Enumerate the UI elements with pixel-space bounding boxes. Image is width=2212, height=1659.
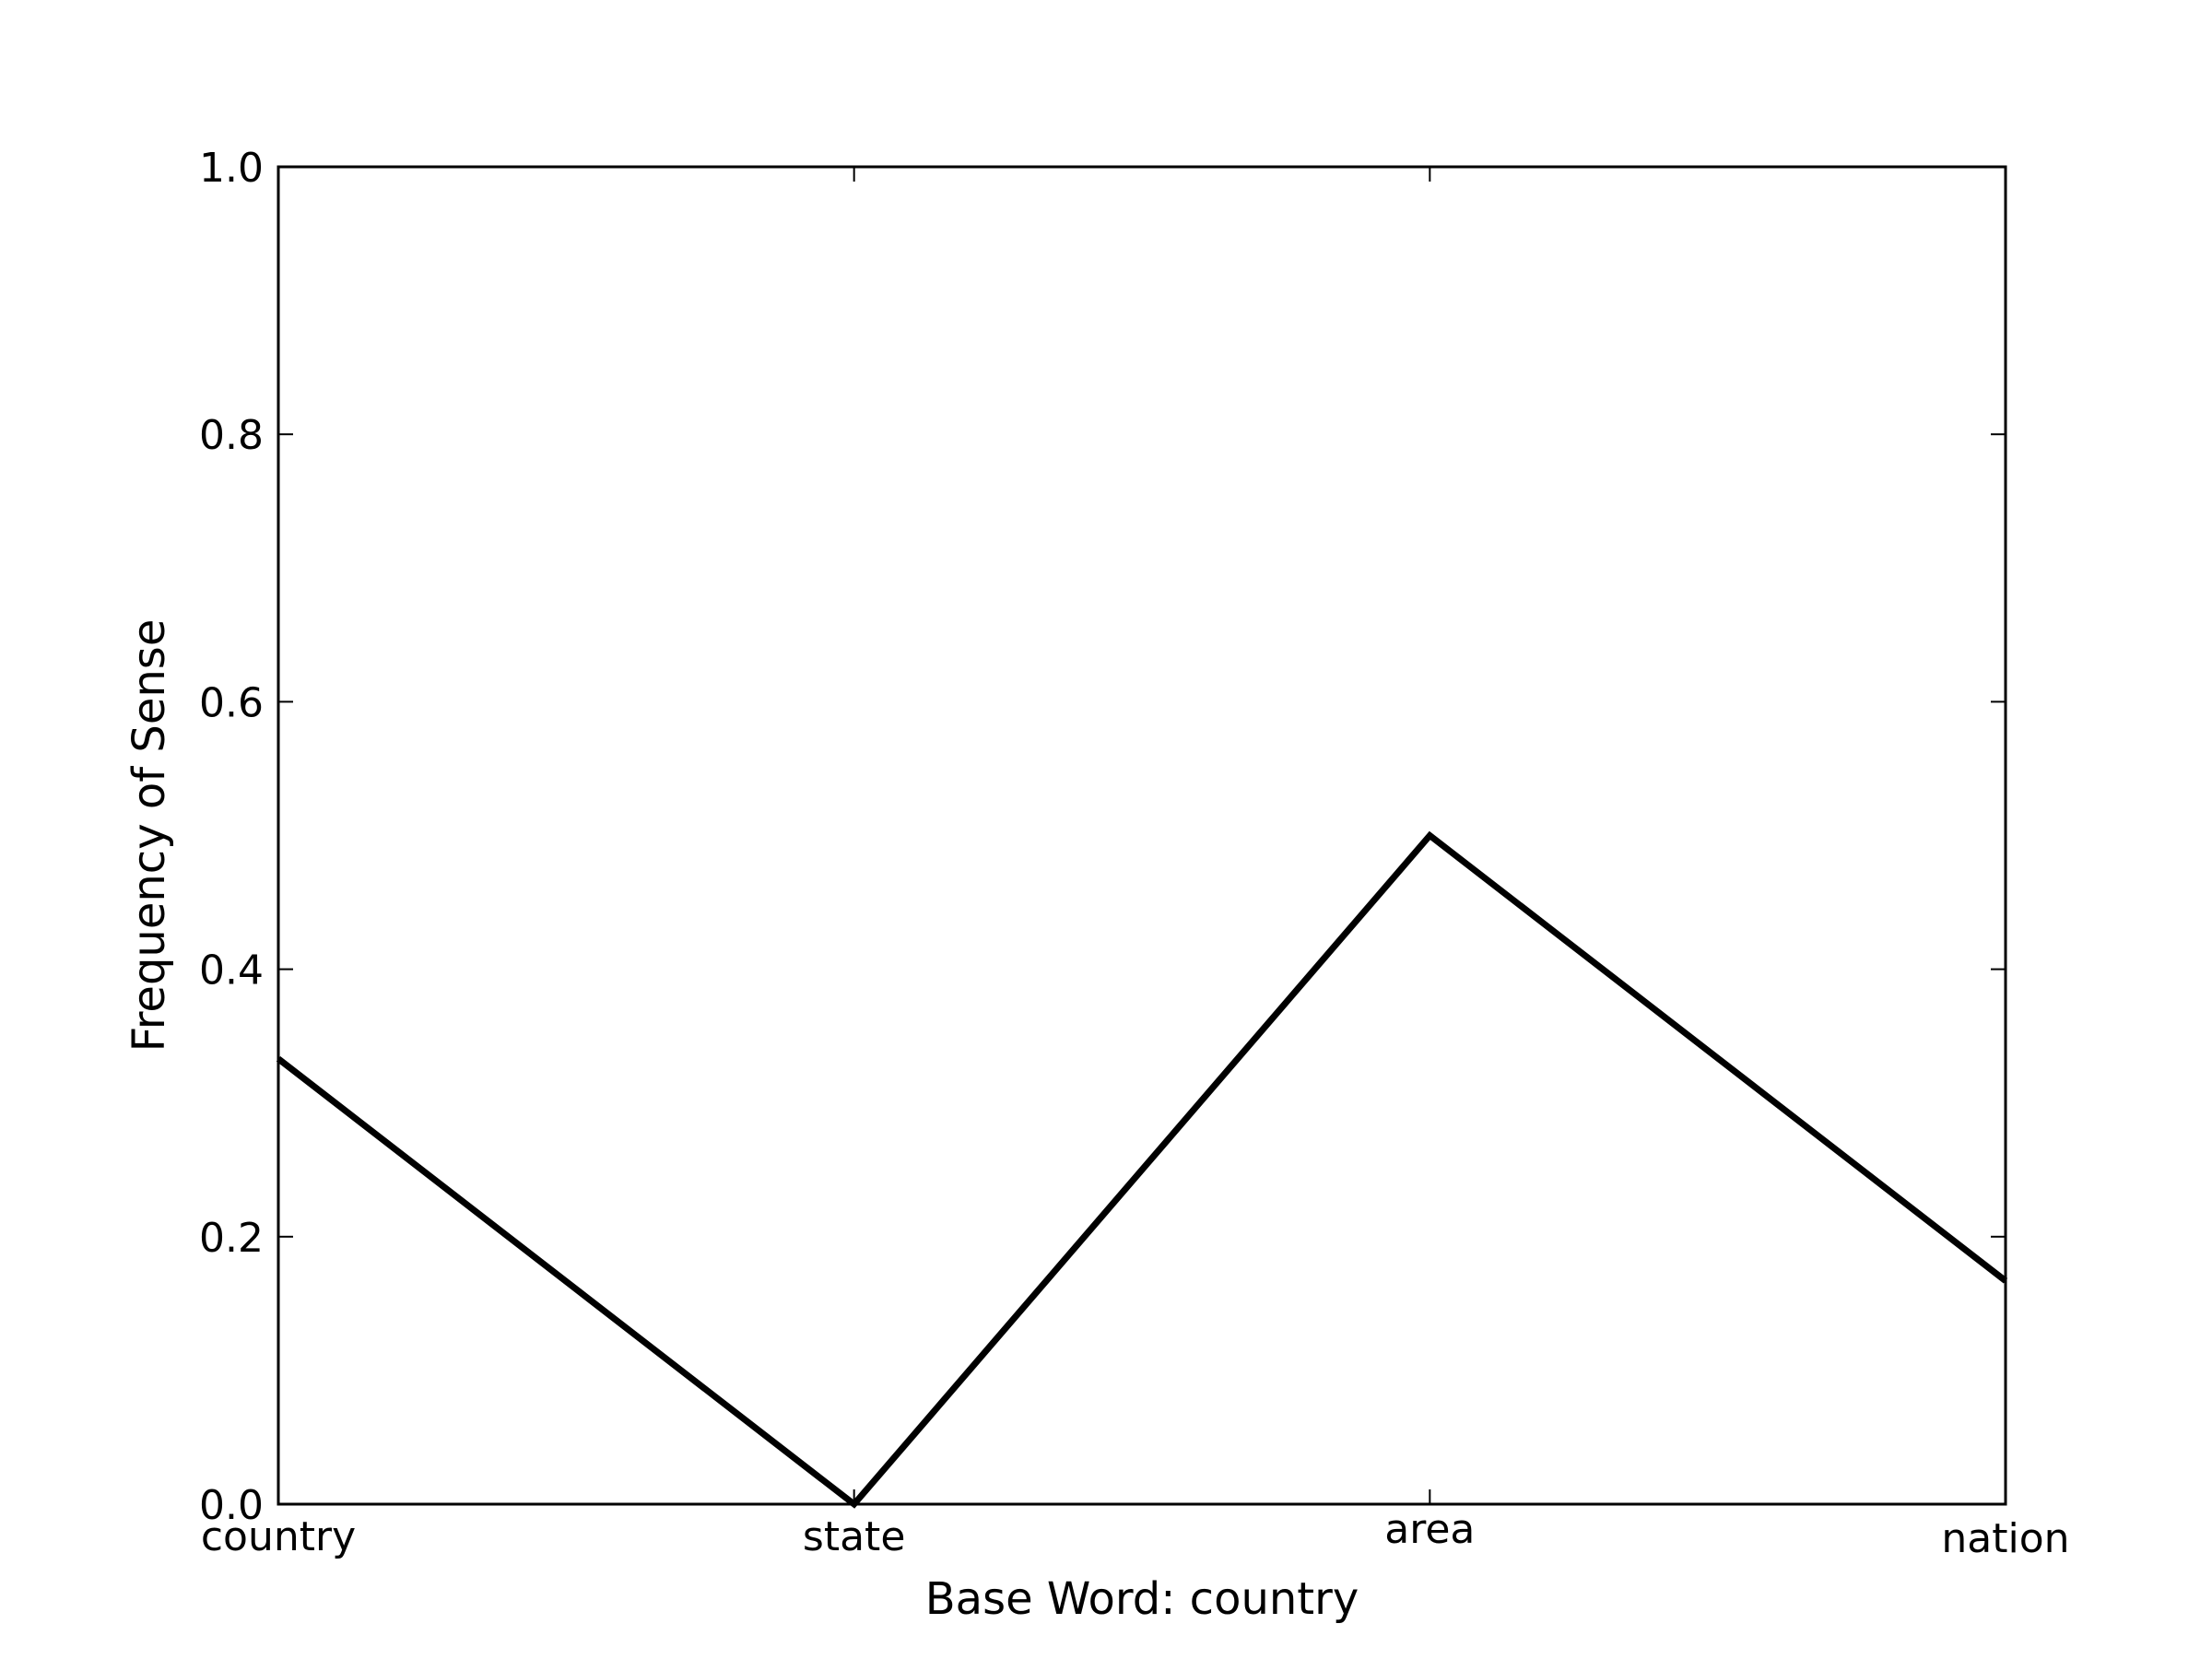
y-tick-label: 1.0 (199, 145, 264, 192)
x-axis-label: Base Word: country (925, 1573, 1359, 1625)
labels-layer: Base Word: country Frequency of Sense 0.… (124, 145, 2070, 1625)
y-tick-label: 0.8 (199, 412, 264, 459)
x-tick-label: area (1384, 1506, 1475, 1553)
y-tick-label: 0.2 (199, 1215, 264, 1262)
y-tick-label: 0.0 (199, 1482, 264, 1529)
y-tick-label: 0.6 (199, 679, 264, 726)
y-tick-label: 0.4 (199, 947, 264, 994)
x-tick-label: nation (1941, 1515, 2069, 1562)
y-axis-label: Frequency of Sense (124, 619, 175, 1053)
series-layer (276, 830, 2008, 1509)
x-tick-label: state (803, 1513, 905, 1560)
x-tick-label: country (201, 1513, 356, 1560)
plot-frame (276, 165, 2007, 1506)
series-line (276, 830, 2008, 1509)
